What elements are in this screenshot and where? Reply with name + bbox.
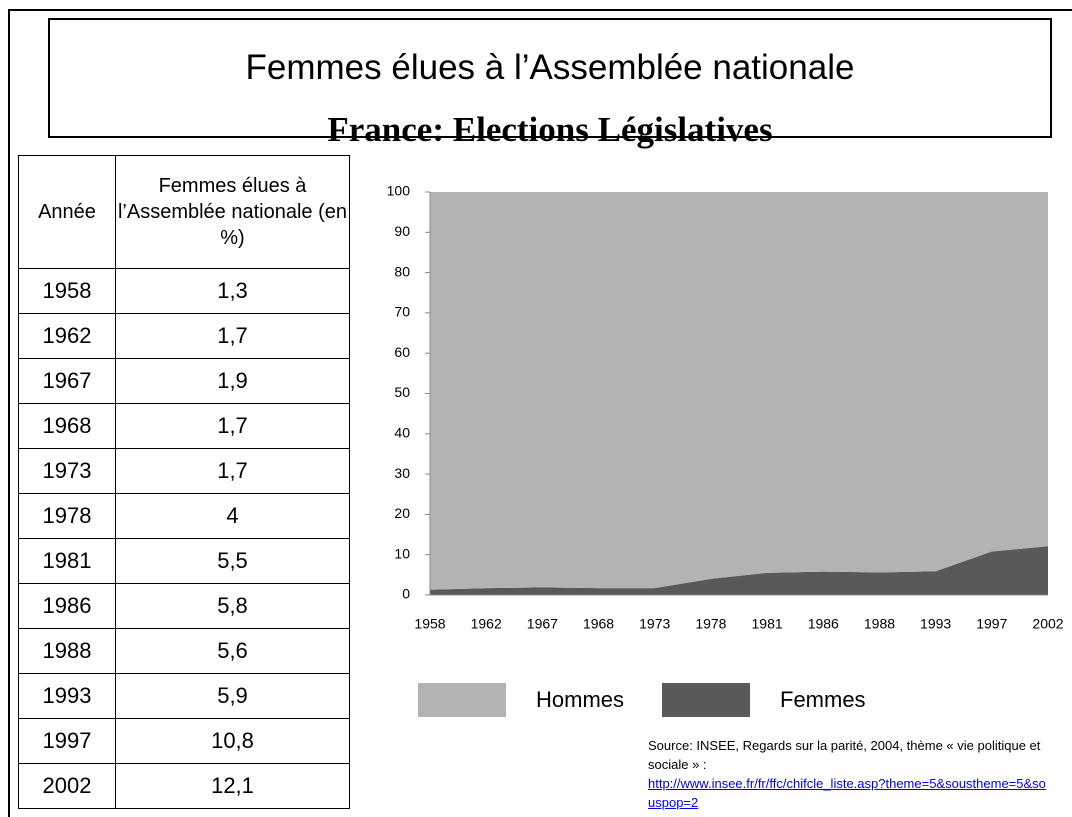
y-tick-label: 0 <box>402 586 410 602</box>
column-header: Année <box>18 155 116 269</box>
y-tick-label: 90 <box>394 223 410 239</box>
table-cell: 1988 <box>18 628 116 674</box>
table-cell: 1986 <box>18 583 116 629</box>
table-row: 1993 5,9 <box>18 673 350 719</box>
y-tick-label: 100 <box>387 183 411 199</box>
x-tick-label: 1986 <box>808 616 839 632</box>
source-note: Source: INSEE, Regards sur la parité, 20… <box>648 736 1048 812</box>
table-cell: 1958 <box>18 268 116 314</box>
table-row: 1986 5,8 <box>18 583 350 629</box>
x-tick-label: 1967 <box>527 616 558 632</box>
table-row: 1973 1,7 <box>18 448 350 494</box>
table-cell: 10,8 <box>115 718 350 764</box>
area <box>430 192 1048 590</box>
y-tick-label: 50 <box>394 384 410 400</box>
table-row: 1967 1,9 <box>18 358 350 404</box>
y-tick-label: 30 <box>394 465 410 481</box>
y-tick-label: 20 <box>394 505 410 521</box>
y-tick-label: 80 <box>394 263 410 279</box>
legend-swatch <box>662 683 750 717</box>
table-row: 1981 5,5 <box>18 538 350 584</box>
table-cell: 1,7 <box>115 403 350 449</box>
y-tick-label: 10 <box>394 545 410 561</box>
x-tick-label: 1958 <box>414 616 445 632</box>
x-tick-label: 1988 <box>864 616 895 632</box>
area <box>430 546 1048 595</box>
table-cell: 2002 <box>18 763 116 809</box>
source-text: Source: INSEE, Regards sur la parité, 20… <box>648 738 1041 772</box>
table-cell: 1993 <box>18 673 116 719</box>
table-row: 1958 1,3 <box>18 268 350 314</box>
table-cell: 1,9 <box>115 358 350 404</box>
y-tick-label: 70 <box>394 304 410 320</box>
x-tick-label: 1978 <box>695 616 726 632</box>
y-tick-label: 60 <box>394 344 410 360</box>
table-row: 1968 1,7 <box>18 403 350 449</box>
legend-swatch <box>418 683 506 717</box>
table-cell: 1,7 <box>115 313 350 359</box>
table-cell: 1967 <box>18 358 116 404</box>
table-cell: 12,1 <box>115 763 350 809</box>
table-cell: 1,7 <box>115 448 350 494</box>
table-cell: 4 <box>115 493 350 539</box>
frame-line <box>8 9 10 817</box>
frame-line <box>8 9 1072 11</box>
table-cell: 1973 <box>18 448 116 494</box>
table-cell: 1,3 <box>115 268 350 314</box>
x-tick-label: 1962 <box>471 616 502 632</box>
title: Femmes élues à l’Assemblée nationale <box>245 48 855 87</box>
x-tick-label: 1973 <box>639 616 670 632</box>
table-row: 1988 5,6 <box>18 628 350 674</box>
subtitle: France: Elections Législatives <box>327 110 773 149</box>
table-cell: 1978 <box>18 493 116 539</box>
data-table: Année Femmes élues à l’Assemblée nationa… <box>18 155 350 809</box>
x-tick-label: 1981 <box>752 616 783 632</box>
column-header: Femmes élues à l’Assemblée nationale (en… <box>115 155 350 269</box>
table-row: 1997 10,8 <box>18 718 350 764</box>
table-row: 1978 4 <box>18 493 350 539</box>
x-tick-label: 2002 <box>1032 616 1063 632</box>
table-cell: 5,6 <box>115 628 350 674</box>
table-cell: 5,5 <box>115 538 350 584</box>
x-tick-label: 1993 <box>920 616 951 632</box>
y-tick-label: 40 <box>394 425 410 441</box>
legend-label: Hommes <box>536 687 624 712</box>
x-tick-label: 1997 <box>976 616 1007 632</box>
legend-label: Femmes <box>780 687 866 712</box>
source-link[interactable]: http://www.insee.fr/fr/ffc/chifcle_liste… <box>648 776 1046 810</box>
table-row: 2002 12,1 <box>18 763 350 809</box>
title-box: Femmes élues à l’Assemblée nationale Fra… <box>48 18 1052 149</box>
x-tick-label: 1968 <box>583 616 614 632</box>
